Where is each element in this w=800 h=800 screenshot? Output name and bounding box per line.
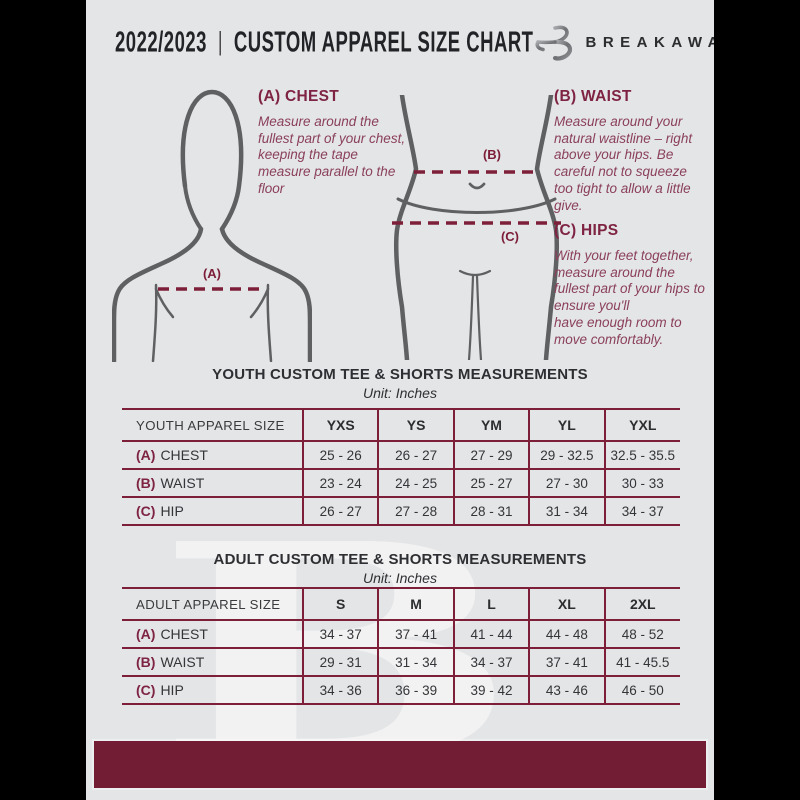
- size-column-header: YXL: [629, 417, 657, 433]
- size-column-header: XL: [529, 588, 606, 620]
- measurement-cell: 48 - 52: [621, 626, 664, 642]
- brand-logo-icon: [534, 24, 572, 61]
- header-divider: |: [217, 26, 223, 56]
- measurement-cell: 23 - 24: [303, 469, 380, 497]
- brand-name: BREAKAWAY: [585, 33, 715, 51]
- size-column-header: 2XL: [629, 596, 656, 612]
- measurement-cell: 44 - 48: [529, 620, 606, 648]
- measurement-cell: 37 - 41: [529, 648, 606, 676]
- adult-table-title: ADULT CUSTOM TEE & SHORTS MEASUREMENTS: [213, 551, 587, 568]
- table-row: (B) WAIST 23 - 24 24 - 25 25 - 27 27 - 30…: [122, 469, 680, 497]
- measurement-cell: 34 - 37: [303, 620, 380, 648]
- table-row: (C) HIP 26 - 27 27 - 28 28 - 31 31 - 34 3…: [122, 497, 680, 525]
- measurement-cell: 34 - 37: [621, 503, 664, 519]
- measurement-cell: 27 - 30: [529, 469, 606, 497]
- youth-table-title: YOUTH CUSTOM TEE & SHORTS MEASUREMENTS: [212, 366, 588, 383]
- chest-guide-heading: (A) CHEST: [258, 88, 340, 105]
- hips-guide-heading: (C) HIPS: [554, 222, 619, 239]
- table-row: (C) HIP 34 - 36 36 - 39 39 - 42 43 - 46 4…: [122, 676, 680, 704]
- measurement-cell: 39 - 42: [453, 676, 531, 704]
- hips-guide: (C) HIPS With your feet together, measur…: [554, 222, 712, 348]
- table-row: (A) CHEST 34 - 37 37 - 41 41 - 44 44 - 48…: [122, 620, 680, 648]
- row-label-cell: (C) HIP: [122, 676, 304, 704]
- row-label-cell: (B) WAIST: [122, 648, 304, 676]
- size-chart-sheet: B 2022/2023 | CUSTOM APPAREL SIZE CHART: [86, 0, 714, 800]
- youth-size-table: YOUTH APPAREL SIZE YXS YS YM YL YXL (A) C…: [122, 408, 680, 526]
- measurement-cell: 41 - 44: [453, 620, 531, 648]
- youth-header-row: YOUTH APPAREL SIZE YXS YS YM YL YXL: [122, 409, 680, 441]
- measurement-cell: 27 - 29: [453, 441, 531, 469]
- table-row: (A) CHEST 25 - 26 26 - 27 27 - 29 29 - 32…: [122, 441, 680, 469]
- measurement-cell: 34 - 37: [453, 648, 531, 676]
- measurement-cell: 28 - 31: [453, 497, 531, 525]
- measurement-cell: 32.5 - 35.5: [610, 447, 676, 463]
- measurement-cell: 26 - 27: [378, 441, 455, 469]
- size-column-header: YXS: [303, 409, 380, 441]
- measurement-cell: 26 - 27: [303, 497, 380, 525]
- brand-group: BREAKAWAY: [534, 20, 715, 64]
- measurement-cell: 27 - 28: [378, 497, 455, 525]
- youth-header-label: YOUTH APPAREL SIZE: [122, 409, 304, 441]
- torso-figure: (A): [112, 89, 312, 362]
- size-column-header: YS: [378, 409, 455, 441]
- waist-guide-description: Measure around your natural waistline – …: [554, 114, 693, 213]
- measurement-cell: 31 - 34: [529, 497, 606, 525]
- size-column-header: M: [378, 588, 455, 620]
- page-title: CUSTOM APPAREL SIZE CHART: [233, 24, 534, 58]
- size-column-header: S: [303, 588, 380, 620]
- youth-table-unit: Unit: Inches: [363, 385, 437, 401]
- measurement-cell: 36 - 39: [378, 676, 455, 704]
- measurement-cell: 29 - 32.5: [529, 441, 606, 469]
- table-row: (B) WAIST 29 - 31 31 - 34 34 - 37 37 - 41…: [122, 648, 680, 676]
- waist-marker-label: (B): [483, 147, 501, 162]
- lower-body-figure: (B) (C): [392, 95, 561, 360]
- row-label-cell: (A) CHEST: [122, 620, 304, 648]
- header: 2022/2023 | CUSTOM APPAREL SIZE CHART: [86, 22, 714, 62]
- chest-guide-description: Measure around the fullest part of your …: [258, 114, 406, 196]
- row-label-cell: (B) WAIST: [122, 469, 304, 497]
- waist-guide-heading: (B) WAIST: [554, 88, 632, 105]
- adult-header-label: ADULT APPAREL SIZE: [122, 588, 304, 620]
- measurement-cell: 24 - 25: [378, 469, 455, 497]
- footer-bar: [94, 741, 706, 788]
- measurement-cell: 30 - 33: [621, 475, 664, 491]
- adult-size-table: ADULT APPAREL SIZE S M L XL 2XL (A) CHEST…: [122, 587, 680, 705]
- measurement-cell: 25 - 27: [453, 469, 531, 497]
- measurement-cell: 34 - 36: [303, 676, 380, 704]
- measurement-cell: 29 - 31: [303, 648, 380, 676]
- size-column-header: YL: [529, 409, 606, 441]
- waist-guide: (B) WAIST Measure around your natural wa…: [554, 88, 702, 214]
- row-label-cell: (C) HIP: [122, 497, 304, 525]
- measurement-cell: 41 - 45.5: [616, 654, 670, 670]
- adult-table-unit: Unit: Inches: [363, 570, 437, 586]
- chest-guide: (A) CHEST Measure around the fullest par…: [258, 88, 410, 198]
- measurement-cell: 25 - 26: [303, 441, 380, 469]
- measurement-cell: 37 - 41: [378, 620, 455, 648]
- chest-marker-label: (A): [203, 266, 221, 281]
- measurement-cell: 43 - 46: [529, 676, 606, 704]
- header-title-group: 2022/2023 | CUSTOM APPAREL SIZE CHART: [115, 25, 534, 59]
- row-label-cell: (A) CHEST: [122, 441, 304, 469]
- season-label: 2022/2023: [115, 24, 207, 58]
- size-column-header: YM: [453, 409, 531, 441]
- measurement-cell: 31 - 34: [378, 648, 455, 676]
- adult-header-row: ADULT APPAREL SIZE S M L XL 2XL: [122, 588, 680, 620]
- hips-marker-label: (C): [501, 229, 519, 244]
- hips-guide-description: With your feet together, measure around …: [554, 248, 705, 347]
- size-column-header: L: [453, 588, 531, 620]
- measurement-cell: 46 - 50: [621, 682, 664, 698]
